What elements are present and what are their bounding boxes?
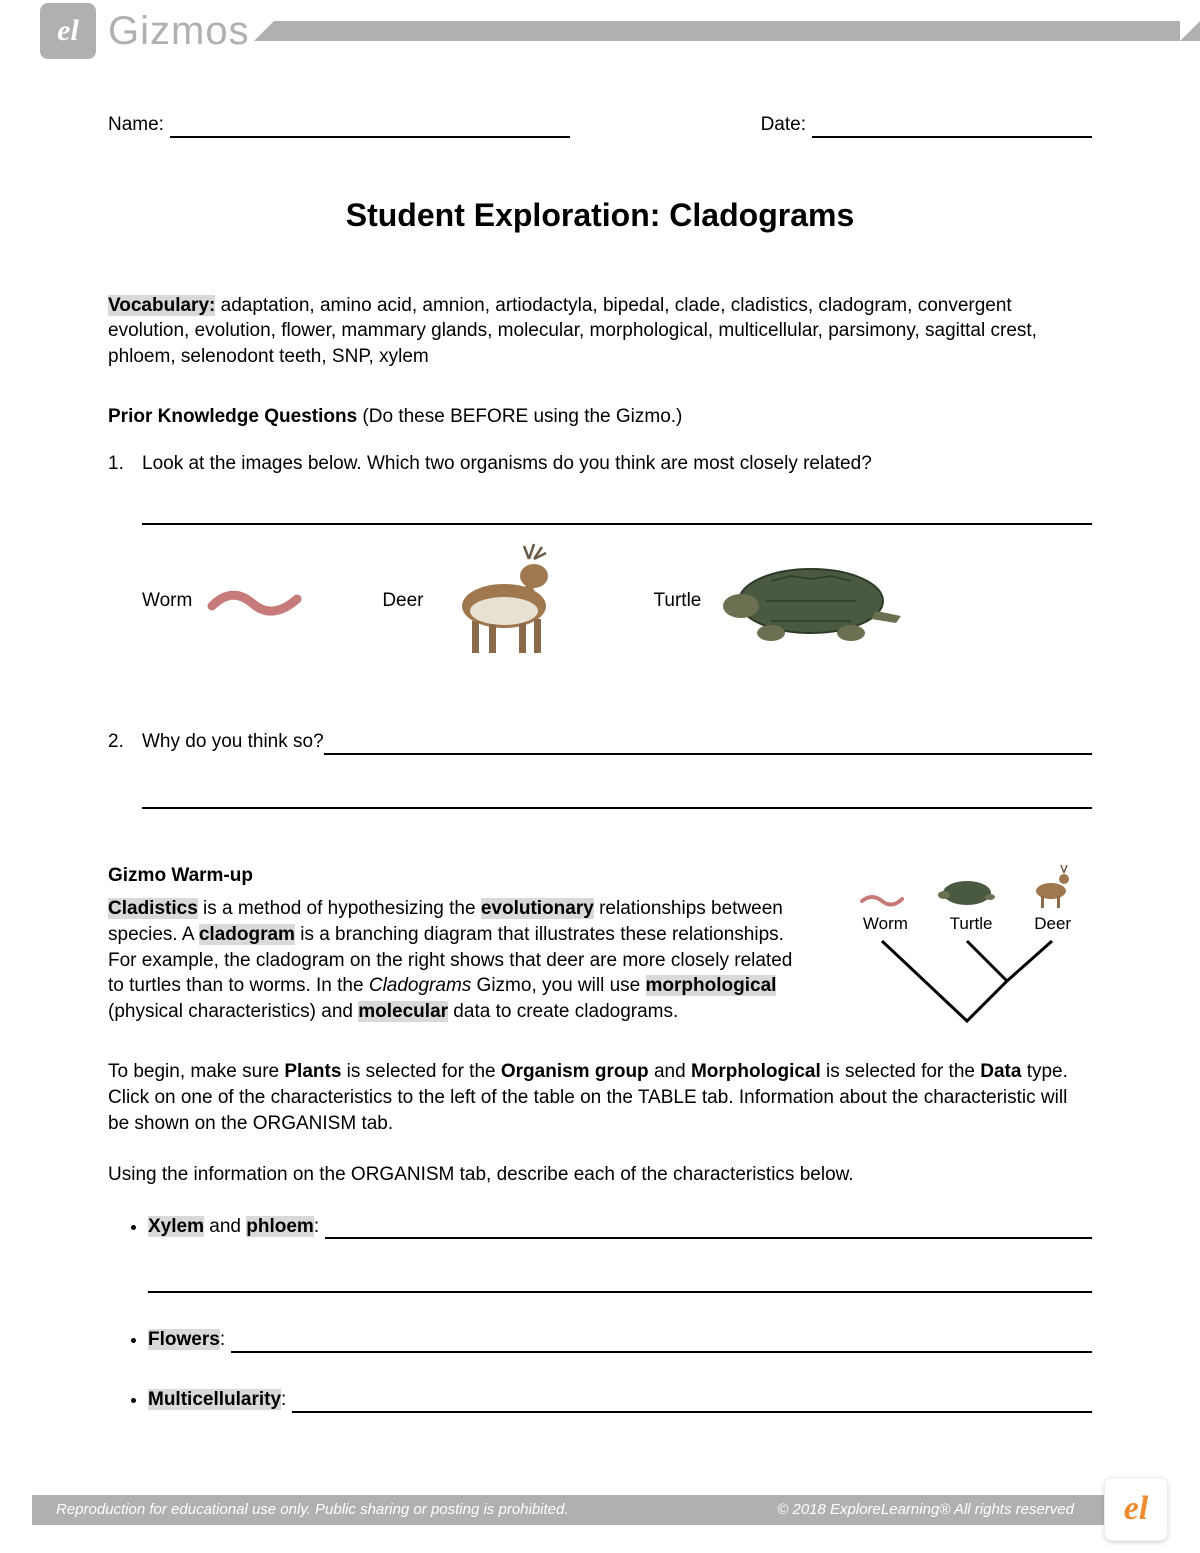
warmup-para-1: Cladistics is a method of hypothesizing … xyxy=(108,896,812,1024)
deer-label: Deer xyxy=(382,588,423,614)
q2-number: 2. xyxy=(108,729,128,823)
name-blank-line[interactable] xyxy=(170,117,570,138)
flowers-answer-line[interactable] xyxy=(231,1332,1092,1353)
worksheet-page: el Gizmos Name: Date: Student Exploratio… xyxy=(0,0,1200,1553)
cladogram-figure: Worm Turtle Deer xyxy=(842,863,1092,1034)
brand-logo-icon: el xyxy=(40,3,96,59)
wp1-t8: Gizmo, you will use xyxy=(471,975,645,996)
term-phloem: phloem xyxy=(246,1216,314,1237)
footer-left-text: Reproduction for educational use only. P… xyxy=(56,1500,737,1520)
brand-header: el Gizmos xyxy=(0,0,1200,62)
vocabulary-label: Vocabulary: xyxy=(108,295,215,316)
organism-deer: Deer xyxy=(382,541,583,661)
cladogram-tree-icon xyxy=(842,936,1092,1026)
mini-turtle-icon xyxy=(936,869,998,909)
question-1: 1. Look at the images below. Which two o… xyxy=(108,451,1092,707)
prior-heading-rest: (Do these BEFORE using the Gizmo.) xyxy=(357,406,682,427)
warmup-para-2: To begin, make sure Plants is selected f… xyxy=(108,1059,1092,1136)
cladogram-labels: Worm Turtle Deer xyxy=(842,913,1092,936)
name-field: Name: xyxy=(108,112,570,138)
footer-right-text: © 2018 ExploreLearning® All rights reser… xyxy=(777,1500,1074,1520)
wp2-t7: is selected for the xyxy=(821,1061,980,1082)
brand-logo: el Gizmos xyxy=(40,3,250,59)
q2-answer-line-1[interactable] xyxy=(324,736,1092,755)
b1-colon: : xyxy=(314,1216,319,1237)
term-cladogram: cladogram xyxy=(199,924,295,945)
bullet-flowers: Flowers: xyxy=(148,1327,1092,1353)
question-2: 2. Why do you think so? xyxy=(108,729,1092,823)
organisms-row: Worm Deer xyxy=(142,541,1092,661)
clad-label-turtle: Turtle xyxy=(950,913,993,936)
wp2-t4: Organism group xyxy=(501,1061,649,1082)
prior-knowledge-section: Prior Knowledge Questions (Do these BEFO… xyxy=(108,404,1092,823)
footer-logo-icon: el xyxy=(1104,1477,1168,1541)
xylem-answer-line-1[interactable] xyxy=(325,1219,1092,1240)
mini-worm-icon xyxy=(857,889,907,909)
xylem-answer-line-2[interactable] xyxy=(148,1267,1092,1293)
wp1-t10: (physical characteristics) and xyxy=(108,1001,358,1022)
prior-heading: Prior Knowledge Questions xyxy=(108,406,357,427)
page-footer: Reproduction for educational use only. P… xyxy=(32,1495,1168,1525)
q1-answer-line[interactable] xyxy=(142,499,1092,525)
b3-colon: : xyxy=(281,1389,286,1410)
term-multicellularity: Multicellularity xyxy=(148,1389,281,1410)
b2-colon: : xyxy=(220,1329,225,1350)
q1-text: Look at the images below. Which two orga… xyxy=(142,453,872,474)
page-content: Name: Date: Student Exploration: Cladogr… xyxy=(0,112,1200,1413)
date-field: Date: xyxy=(761,112,1092,138)
characteristics-list: Xylem and phloem: Flowers: xyxy=(108,1214,1092,1413)
brand-logo-text: Gizmos xyxy=(108,4,250,58)
clad-label-deer: Deer xyxy=(1034,913,1071,936)
q1-number: 1. xyxy=(108,451,128,707)
name-date-row: Name: Date: xyxy=(108,112,1092,138)
warmup-heading: Gizmo Warm-up xyxy=(108,863,812,889)
clad-label-worm: Worm xyxy=(863,913,908,936)
term-evolutionary: evolutionary xyxy=(481,898,594,919)
turtle-label: Turtle xyxy=(654,588,702,614)
name-label: Name: xyxy=(108,112,164,138)
wp2-t6: Morphological xyxy=(691,1061,821,1082)
warmup-section: Gizmo Warm-up Cladistics is a method of … xyxy=(108,863,1092,1413)
page-title: Student Exploration: Cladograms xyxy=(108,194,1092,237)
wp2-t3: is selected for the xyxy=(341,1061,500,1082)
wp2-t8: Data xyxy=(980,1061,1021,1082)
term-flowers: Flowers xyxy=(148,1329,220,1350)
deer-icon xyxy=(434,541,584,661)
wp1-t12: data to create cladograms. xyxy=(448,1001,678,1022)
wp2-t1: To begin, make sure xyxy=(108,1061,284,1082)
organism-turtle: Turtle xyxy=(654,551,912,651)
wp2-t2: Plants xyxy=(284,1061,341,1082)
bullet-multicellularity: Multicellularity: xyxy=(148,1387,1092,1413)
term-morphological: morphological xyxy=(646,975,777,996)
bullet-xylem-phloem: Xylem and phloem: xyxy=(148,1214,1092,1294)
q2-text: Why do you think so? xyxy=(142,729,324,755)
worm-label: Worm xyxy=(142,588,192,614)
term-molecular: molecular xyxy=(358,1001,448,1022)
cladogram-mini-organisms xyxy=(842,863,1092,909)
q2-answer-line-2[interactable] xyxy=(142,783,1092,809)
term-cladistics: Cladistics xyxy=(108,898,198,919)
turtle-icon xyxy=(711,551,911,651)
multicellularity-answer-line[interactable] xyxy=(292,1392,1092,1413)
header-stripe xyxy=(274,21,1200,41)
warmup-para-3: Using the information on the ORGANISM ta… xyxy=(108,1162,1092,1188)
date-blank-line[interactable] xyxy=(812,117,1092,138)
term-xylem: Xylem xyxy=(148,1216,204,1237)
wp1-t2: is a method of hypothesizing the xyxy=(198,898,481,919)
warmup-intro-block: Gizmo Warm-up Cladistics is a method of … xyxy=(108,863,1092,1034)
worm-icon xyxy=(202,581,312,621)
organism-worm: Worm xyxy=(142,581,312,621)
b1-mid: and xyxy=(204,1216,246,1237)
date-label: Date: xyxy=(761,112,806,138)
warmup-text: Gizmo Warm-up Cladistics is a method of … xyxy=(108,863,812,1033)
wp1-t7: Cladograms xyxy=(369,975,471,996)
mini-deer-icon xyxy=(1027,863,1077,909)
vocabulary-section: Vocabulary: adaptation, amino acid, amni… xyxy=(108,293,1092,370)
vocabulary-terms: adaptation, amino acid, amnion, artiodac… xyxy=(108,295,1037,367)
wp2-t5: and xyxy=(649,1061,691,1082)
